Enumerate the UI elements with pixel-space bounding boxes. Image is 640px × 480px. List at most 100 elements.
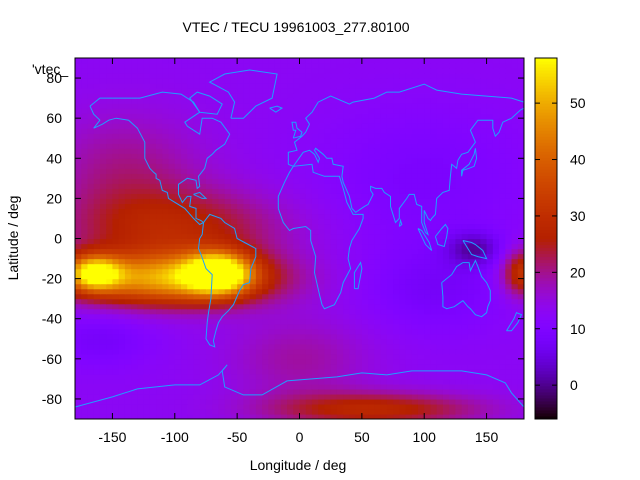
- heatmap-cell: [374, 83, 382, 89]
- heatmap-cell: [393, 148, 400, 154]
- heatmap-cell: [399, 413, 407, 419]
- heatmap-cell: [230, 268, 238, 275]
- heatmap-cell: [93, 348, 101, 355]
- heatmap-cell: [112, 213, 120, 220]
- heatmap-cell: [324, 108, 332, 114]
- heatmap-cell: [112, 363, 120, 370]
- heatmap-cell: [299, 73, 307, 79]
- heatmap-cell: [393, 263, 400, 270]
- heatmap-cell: [137, 398, 145, 405]
- heatmap-cell: [417, 173, 425, 179]
- heatmap-cell: [417, 93, 425, 99]
- heatmap-cell: [380, 93, 388, 99]
- heatmap-cell: [168, 278, 176, 285]
- heatmap-cell: [299, 83, 307, 89]
- heatmap-cell: [75, 348, 82, 355]
- heatmap-cell: [436, 308, 444, 315]
- heatmap-cell: [442, 258, 450, 265]
- heatmap-cell: [218, 303, 226, 310]
- heatmap-cell: [368, 413, 375, 419]
- heatmap-cell: [137, 228, 145, 235]
- heatmap-cell: [280, 318, 288, 325]
- heatmap-cell: [174, 133, 182, 139]
- heatmap-cell: [205, 338, 213, 345]
- heatmap-cell: [143, 298, 151, 305]
- heatmap-cell: [399, 163, 407, 169]
- heatmap-cell: [349, 143, 357, 149]
- heatmap-cell: [118, 158, 126, 164]
- heatmap-cell: [517, 363, 524, 370]
- heatmap-cell: [149, 403, 157, 410]
- heatmap-cell: [455, 183, 463, 189]
- heatmap-cell: [187, 253, 195, 260]
- heatmap-cell: [480, 198, 488, 204]
- heatmap-cell: [149, 363, 157, 370]
- heatmap-cell: [330, 263, 338, 270]
- heatmap-cell: [349, 388, 357, 395]
- heatmap-cell: [156, 98, 163, 104]
- heatmap-cell: [212, 88, 220, 94]
- heatmap-cell: [237, 278, 244, 285]
- heatmap-cell: [417, 323, 425, 330]
- heatmap-cell: [324, 373, 332, 380]
- heatmap-cell: [374, 208, 382, 215]
- heatmap-cell: [199, 208, 207, 215]
- heatmap-cell: [280, 93, 288, 99]
- heatmap-cell: [193, 123, 201, 129]
- heatmap-cell: [318, 218, 326, 225]
- heatmap-cell: [480, 398, 488, 405]
- heatmap-cell: [287, 253, 294, 260]
- heatmap-cell: [517, 238, 524, 245]
- heatmap-cell: [193, 178, 201, 184]
- heatmap-cell: [424, 253, 432, 260]
- heatmap-cell: [262, 163, 269, 169]
- heatmap-cell: [205, 263, 213, 270]
- heatmap-cell: [386, 323, 394, 330]
- heatmap-cell: [237, 228, 244, 235]
- heatmap-cell: [75, 313, 82, 320]
- heatmap-cell: [224, 223, 232, 230]
- heatmap-cell: [156, 338, 163, 345]
- heatmap-cell: [430, 318, 438, 325]
- heatmap-cell: [243, 393, 251, 400]
- heatmap-cell: [299, 198, 307, 204]
- heatmap-cell: [212, 303, 220, 310]
- heatmap-cell: [336, 243, 344, 250]
- heatmap-cell: [255, 183, 263, 189]
- heatmap-cell: [492, 208, 500, 215]
- heatmap-cell: [149, 253, 157, 260]
- heatmap-cell: [280, 288, 288, 295]
- heatmap-cell: [274, 373, 282, 380]
- heatmap-cell: [174, 383, 182, 390]
- heatmap-cell: [492, 153, 500, 159]
- heatmap-cell: [311, 78, 319, 84]
- heatmap-cell: [174, 313, 182, 320]
- heatmap-cell: [75, 88, 82, 94]
- heatmap-cell: [349, 213, 357, 220]
- heatmap-cell: [511, 363, 519, 370]
- heatmap-cell: [193, 138, 201, 144]
- heatmap-cell: [505, 113, 513, 119]
- heatmap-cell: [424, 398, 432, 405]
- heatmap-cell: [106, 328, 114, 335]
- heatmap-cell: [424, 298, 432, 305]
- heatmap-cell: [411, 173, 419, 179]
- heatmap-cell: [262, 168, 269, 174]
- heatmap-cell: [243, 313, 251, 320]
- heatmap-cell: [393, 373, 400, 380]
- heatmap-cell: [467, 208, 475, 215]
- heatmap-cell: [311, 283, 319, 290]
- heatmap-cell: [311, 408, 319, 415]
- heatmap-cell: [442, 388, 450, 395]
- heatmap-cell: [461, 388, 469, 395]
- heatmap-cell: [311, 73, 319, 79]
- heatmap-cell: [81, 143, 89, 149]
- heatmap-cell: [255, 153, 263, 159]
- heatmap-cell: [174, 263, 182, 270]
- heatmap-cell: [112, 318, 120, 325]
- heatmap-cell: [137, 83, 145, 89]
- heatmap-cell: [461, 178, 469, 184]
- heatmap-cell: [424, 118, 432, 124]
- heatmap-cell: [162, 403, 170, 410]
- heatmap-cell: [93, 233, 101, 240]
